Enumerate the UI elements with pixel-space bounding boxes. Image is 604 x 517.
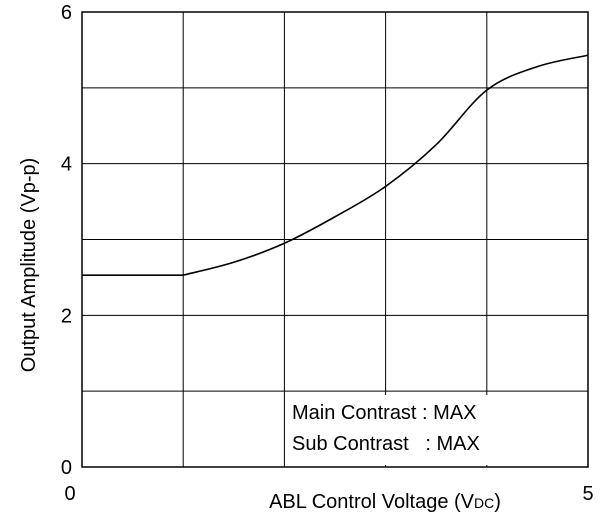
annotation-sub-contrast: Sub Contrast : MAX [292, 433, 480, 455]
x-axis-label: ABL Control Voltage (VDC) [269, 491, 501, 513]
y-axis-label: Output Amplitude (Vp-p) [18, 158, 40, 373]
x-axis-label-main: ABL Control Voltage (V [269, 491, 475, 513]
y-tick-label: 6 [61, 2, 72, 24]
y-tick-label: 4 [61, 154, 72, 176]
series-line [82, 54, 589, 276]
annotation-box: Main Contrast : MAX Sub Contrast : MAX [287, 395, 586, 465]
y-tick-label: 2 [61, 305, 72, 327]
y-tick-label: 0 [61, 457, 72, 479]
annotation-box-bg [287, 395, 586, 465]
grid-lines [82, 12, 588, 467]
x-axis-label-end: ) [494, 491, 501, 513]
plot-frame [81, 11, 589, 468]
x-axis-label-subscript: DC [474, 495, 494, 511]
tick-labels: 0 2 4 6 0 5 [61, 2, 594, 505]
x-tick-label: 5 [582, 483, 593, 505]
x-tick-label: 0 [64, 483, 75, 505]
annotation-main-contrast: Main Contrast : MAX [292, 402, 477, 424]
